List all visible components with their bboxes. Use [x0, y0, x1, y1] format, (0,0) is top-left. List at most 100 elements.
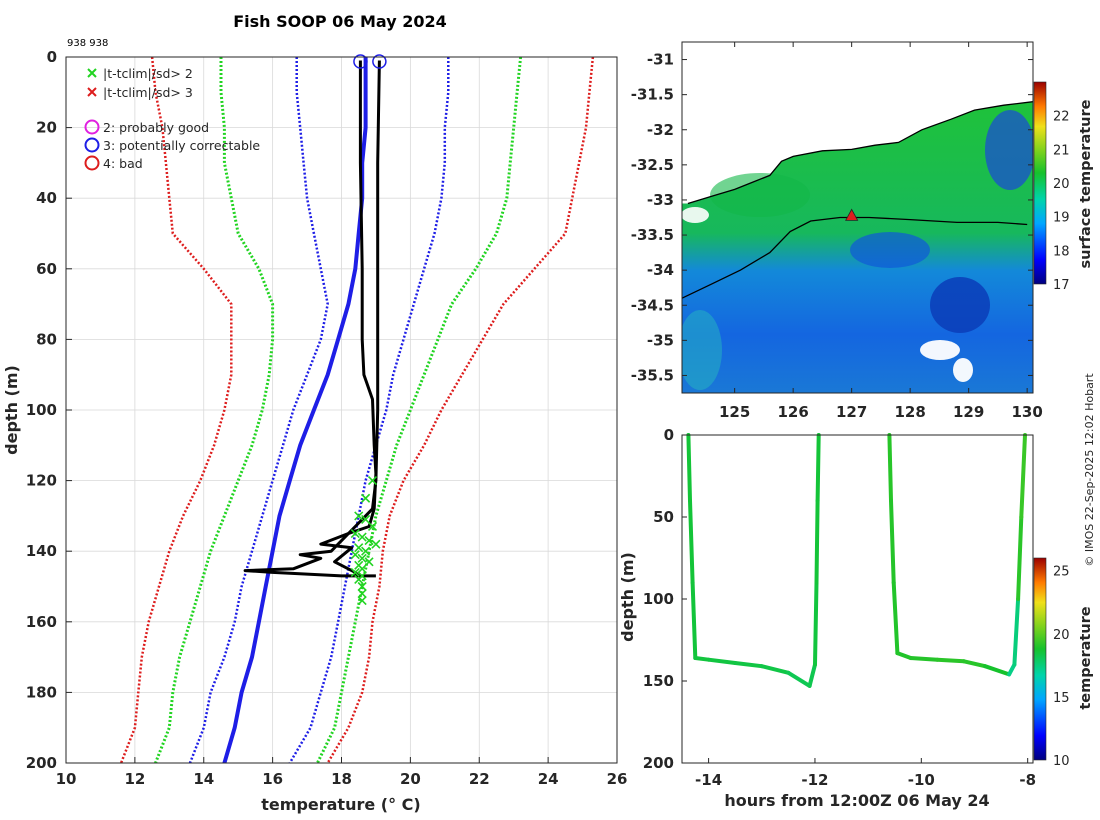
- y-tick-label: 200: [26, 754, 57, 772]
- y-tick-label: 40: [36, 189, 57, 207]
- flag-cross: [354, 543, 364, 553]
- series-clim-2sd: [154, 57, 275, 764]
- track-segment: [693, 656, 711, 662]
- series-clim-3sd: [119, 56, 233, 764]
- observed-profile-B: [243, 60, 381, 578]
- y-tick-label: 140: [26, 542, 57, 560]
- map-colorbar-tick-label: 19: [1053, 211, 1070, 226]
- x-tick-label: 24: [538, 770, 559, 788]
- map-shelf-edge-contour: [682, 216, 1028, 299]
- profile-flag-crosses: [350, 476, 381, 606]
- track-segment: [895, 651, 913, 660]
- y-tick-label: 120: [26, 472, 57, 490]
- map-x-tick-label: 125: [719, 403, 750, 421]
- map-colorbar-label: surface temperature: [1078, 99, 1094, 268]
- x-tick-label: 26: [607, 770, 628, 788]
- flag-cross: [354, 511, 364, 521]
- flag-cross: [357, 532, 367, 542]
- track-segment: [686, 433, 692, 503]
- track-segment: [1019, 433, 1027, 519]
- map-frame: [681, 41, 1034, 394]
- map-coastline: [687, 101, 1033, 205]
- figure-title: Fish SOOP 06 May 2024: [233, 12, 447, 31]
- legend-entry-flag2: 2: probably good: [84, 119, 209, 135]
- profile-y-axis-label: depth (m): [2, 365, 21, 455]
- track-segment: [733, 661, 764, 669]
- map-colorbar-ticks: 17 18 19 20 21 22: [1053, 110, 1070, 293]
- track-segment: [759, 664, 791, 675]
- x-tick-label: 18: [331, 770, 352, 788]
- series-clim-1sd: [288, 57, 450, 764]
- x-tick-label: 22: [469, 770, 490, 788]
- flag-cross: [361, 546, 371, 556]
- depth-time-plot-area: [682, 435, 1033, 763]
- legend-cross2-label: |t-tclim|/sd> 2: [103, 66, 193, 81]
- profile-climatology-lines: [119, 56, 595, 764]
- dt-x-tick-label: -10: [908, 771, 935, 789]
- map-x-tick-label: 129: [953, 403, 984, 421]
- depth-time-plot: -14 -12 -10 -8 0 50 100 150 200 hours from 12:00…: [618, 426, 1094, 810]
- dt-y-tick-label: 150: [643, 672, 674, 690]
- temperature-colorbar-tick-label: 20: [1053, 628, 1070, 643]
- track-segment: [786, 670, 812, 688]
- track-segment: [887, 433, 893, 503]
- map-x-tick-label: 128: [894, 403, 925, 421]
- legend-flag2-label: 2: probably good: [103, 120, 209, 135]
- track-segment: [813, 580, 819, 667]
- map-y-tick-label: -35: [647, 331, 674, 349]
- legend-entry-cross2: |t-tclim|/sd> 2: [87, 66, 193, 81]
- flag-cross: [350, 528, 360, 539]
- red-cross-icon: [87, 87, 97, 97]
- temperature-colorbar-tick-label: 15: [1053, 691, 1070, 706]
- x-tick-label: 16: [262, 770, 283, 788]
- map-y-tick-label: -33.5: [631, 226, 674, 244]
- figure-subtitle: 938 938: [67, 38, 108, 49]
- map-x-tick-label: 126: [777, 403, 808, 421]
- track-segment: [814, 498, 820, 585]
- track-segment: [690, 580, 698, 660]
- y-tick-label: 180: [26, 683, 57, 701]
- y-tick-label: 160: [26, 613, 57, 631]
- imos-credit: © IMOS 22-Sep-2025 12:02 Hobart: [1083, 373, 1096, 567]
- depth-time-axis-ticks: -14 -12 -10 -8 0 50 100 150 200: [643, 426, 1036, 789]
- legend-cross3-label: |t-tclim|/sd> 3: [103, 85, 193, 100]
- map-y-tick-label: -31.5: [631, 86, 674, 104]
- y-tick-label: 20: [36, 119, 57, 137]
- profile-observed-lines: [243, 60, 381, 578]
- track-segment: [891, 580, 900, 656]
- track-segment: [889, 498, 896, 585]
- red-circle-icon: [84, 155, 100, 171]
- flag-cross: [371, 539, 381, 549]
- y-tick-label: 0: [47, 48, 57, 66]
- flag-cross: [357, 553, 367, 563]
- depth-time-x-axis-label: hours from 12:00Z 06 May 24: [724, 791, 989, 810]
- legend-flag4-label: 4: bad: [103, 156, 143, 171]
- green-cross-icon: [87, 68, 97, 78]
- flag-cross: [364, 536, 374, 546]
- map-y-tick-label: -32: [647, 121, 674, 139]
- map-colorbar-tick-label: 21: [1053, 143, 1070, 158]
- y-tick-label: 80: [36, 330, 57, 348]
- track-segment: [815, 433, 821, 503]
- vessel-position-triangle-icon: [844, 208, 859, 221]
- dt-y-tick-label: 50: [653, 508, 674, 526]
- map-x-tick-label: 130: [1011, 403, 1042, 421]
- track-segment: [807, 662, 817, 688]
- track-segment: [983, 664, 1012, 677]
- flag-cross: [364, 557, 374, 567]
- y-tick-label: 60: [36, 260, 57, 278]
- dt-x-tick-label: -12: [801, 771, 828, 789]
- temperature-colorbar: [1033, 557, 1047, 761]
- sst-map: 125 126 127 128 129 130 -31 -31.5 -32 -32.5 -33 -33…: [631, 41, 1094, 421]
- track-cast-1: [686, 433, 821, 688]
- depth-time-tracks: [686, 433, 1027, 688]
- flag-cross: [367, 476, 378, 486]
- temperature-colorbar-ticks: 10 15 20 25: [1053, 565, 1070, 769]
- track-segment: [961, 659, 988, 669]
- x-tick-label: 14: [193, 770, 214, 788]
- flag-cross: [357, 564, 367, 574]
- x-tick-label: 12: [124, 770, 145, 788]
- temperature-colorbar-label: temperature: [1078, 606, 1094, 709]
- track-segment: [706, 657, 738, 665]
